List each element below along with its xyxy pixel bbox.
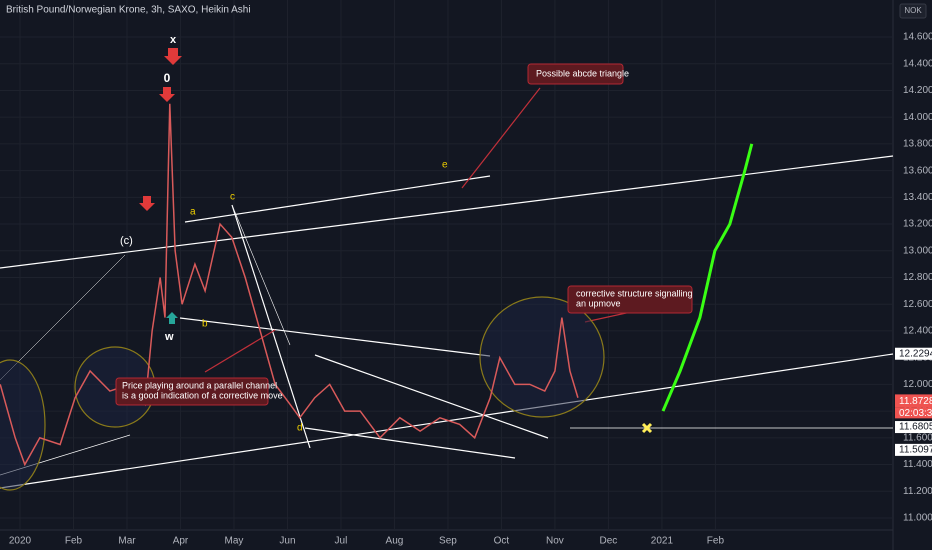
x-tick-label: Aug (386, 536, 404, 547)
trendline (231, 204, 311, 449)
countdown: 02:03:32 (899, 408, 932, 419)
annotation-box (527, 63, 624, 85)
arrow (139, 196, 155, 211)
wave-label: c (230, 192, 235, 203)
y-tick-label: 12.4000 (903, 326, 932, 337)
callout-line (461, 87, 541, 189)
price-label: 11.5097 (899, 445, 932, 456)
annotation-text: an upmove (576, 298, 621, 308)
y-tick-label: 11.0000 (903, 513, 932, 524)
target-marker (641, 422, 653, 434)
highlight-circle (479, 296, 605, 418)
annotation-text: is a good indication of a corrective mov… (122, 390, 283, 400)
x-tick-label: Apr (173, 536, 189, 547)
chart-title: British Pound/Norwegian Krone, 3h, SAXO,… (6, 5, 251, 16)
y-tick-label: 13.8000 (903, 139, 932, 150)
arrow (166, 312, 178, 324)
y-tick-label: 13.0000 (903, 245, 932, 256)
y-tick-label: 11.4000 (903, 459, 932, 470)
x-tick-label: Oct (494, 536, 510, 547)
trendline (231, 204, 291, 346)
trendline (304, 427, 516, 459)
price-label: 12.2294 (899, 348, 932, 359)
x-tick-label: Dec (600, 536, 618, 547)
price-label-box (895, 395, 932, 408)
x-tick-label: Jun (279, 536, 295, 547)
annotation-text: Price playing around a parallel channel (122, 380, 277, 390)
wave-label: (c) (120, 235, 133, 247)
x-tick-label: Mar (118, 536, 136, 547)
trendline (179, 317, 491, 357)
callout-line (204, 329, 276, 373)
price-label-box (895, 347, 932, 360)
x-tick-label: Feb (707, 536, 725, 547)
wave-label: b (202, 319, 208, 330)
annotation: Possible abcde triangle (527, 63, 629, 85)
trendline (314, 354, 549, 439)
currency-label: NOK (904, 6, 922, 15)
wave-label: d (297, 423, 303, 434)
y-tick-label: 12.0000 (903, 379, 932, 390)
wave-label: x (170, 34, 177, 46)
countdown-box (895, 407, 932, 419)
annotation-text: Possible abcde triangle (536, 68, 629, 78)
wave-label: w (164, 331, 174, 343)
price-label-box (895, 443, 932, 456)
trendline (0, 254, 126, 381)
annotation: Price playing around a parallel channel … (115, 377, 283, 406)
wave-label: e (442, 160, 448, 171)
annotation: corrective structure signalling an upmov… (567, 285, 693, 314)
price-label: 11.6805 (899, 422, 932, 433)
price-axis: 11.000011.200011.400011.600011.800012.00… (9, 32, 932, 547)
y-tick-label: 13.6000 (903, 165, 932, 176)
x-tick-label: Sep (439, 536, 457, 547)
y-tick-label: 14.0000 (903, 112, 932, 123)
y-tick-label: 13.2000 (903, 219, 932, 230)
x-tick-label: Jul (335, 536, 348, 547)
x-tick-label: Nov (546, 536, 564, 547)
highlight-circle (0, 359, 46, 491)
currency-badge (899, 3, 927, 19)
price-label: 11.8728 (899, 396, 932, 407)
x-tick-label: 2021 (651, 536, 674, 547)
annotation-text: corrective structure signalling (576, 288, 693, 298)
y-tick-label: 14.6000 (903, 32, 932, 43)
price-label-box (895, 421, 932, 434)
plot (0, 103, 754, 467)
y-tick-label: 12.8000 (903, 272, 932, 283)
arrow (164, 48, 182, 65)
x-tick-label: 2020 (9, 536, 32, 547)
y-tick-label: 11.6000 (903, 432, 932, 443)
arrows (139, 48, 182, 324)
annotation-box (115, 377, 269, 406)
price-line (0, 103, 579, 467)
trendline (0, 353, 894, 489)
y-tick-label: 14.4000 (903, 58, 932, 69)
wave-label: a (190, 207, 196, 218)
y-tick-label: 11.2000 (903, 486, 932, 497)
annotation-box (567, 285, 693, 314)
y-tick-label: 14.2000 (903, 85, 932, 96)
arrow (159, 87, 175, 102)
y-tick-label: 13.4000 (903, 192, 932, 203)
x-tick-label: Feb (65, 536, 83, 547)
wave-label: 0 (164, 71, 171, 85)
x-tick-label: May (225, 536, 244, 547)
y-tick-label: 12.6000 (903, 299, 932, 310)
price-line (661, 143, 754, 412)
